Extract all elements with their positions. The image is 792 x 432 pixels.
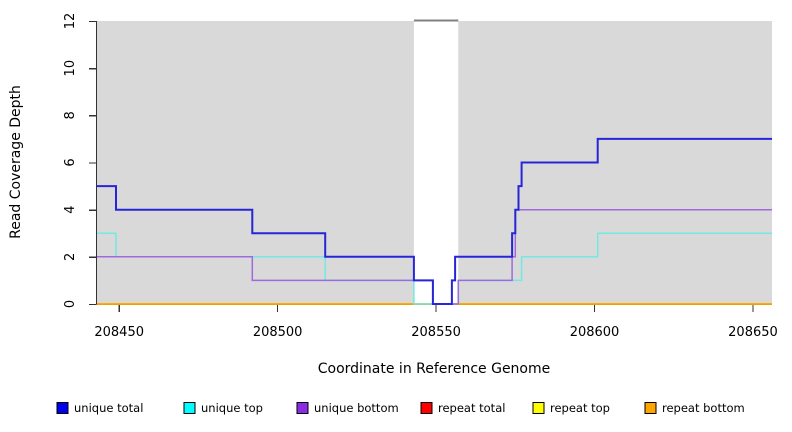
y-tick-label: 8	[63, 111, 78, 119]
legend-label: repeat total	[438, 401, 505, 415]
legend-label: repeat top	[550, 401, 610, 415]
legend-swatch	[296, 402, 309, 414]
gap-region	[413, 19, 459, 304]
x-tick-label: 208500	[253, 325, 303, 340]
y-axis-title: Read Coverage Depth	[8, 85, 24, 239]
x-tick-labels: 208450 208500 208550 208600 208650	[94, 325, 777, 340]
legend-swatch	[644, 402, 657, 414]
legend-label: repeat bottom	[662, 401, 745, 415]
legend-item: repeat top	[532, 401, 610, 415]
legend-label: unique top	[201, 401, 263, 415]
x-tick-label: 208600	[570, 325, 620, 340]
series-line-unique-total	[97, 137, 772, 305]
y-tick-labels: 0 2 4 6 8 10 12	[63, 13, 78, 308]
y-tick-label: 2	[63, 253, 78, 261]
legend-label: unique total	[74, 401, 143, 415]
series-line-unique-bottom	[97, 208, 772, 305]
legend-label: unique bottom	[314, 401, 399, 415]
x-axis-title: Coordinate in Reference Genome	[318, 361, 551, 377]
y-tick-label: 4	[63, 206, 78, 214]
y-tick-label: 10	[63, 60, 78, 77]
legend-swatch	[532, 402, 545, 414]
legend-item: repeat total	[420, 401, 505, 415]
y-tick-label: 0	[63, 300, 78, 308]
legend-item: repeat bottom	[644, 401, 745, 415]
x-tick-label: 208450	[94, 325, 144, 340]
x-tick-label: 208650	[728, 325, 778, 340]
legend: unique total unique top unique bottom repea…	[56, 401, 745, 415]
x-tick-label: 208550	[411, 325, 461, 340]
legend-item: unique top	[183, 401, 263, 415]
legend-item: unique total	[56, 401, 143, 415]
legend-swatch	[420, 402, 433, 414]
legend-swatch	[183, 402, 196, 414]
legend-swatch	[56, 402, 69, 414]
legend-item: unique bottom	[296, 401, 399, 415]
y-tick-label: 12	[63, 13, 78, 30]
gap-band	[413, 21, 459, 304]
y-tick-label: 6	[63, 158, 78, 166]
series-lines	[97, 137, 772, 305]
